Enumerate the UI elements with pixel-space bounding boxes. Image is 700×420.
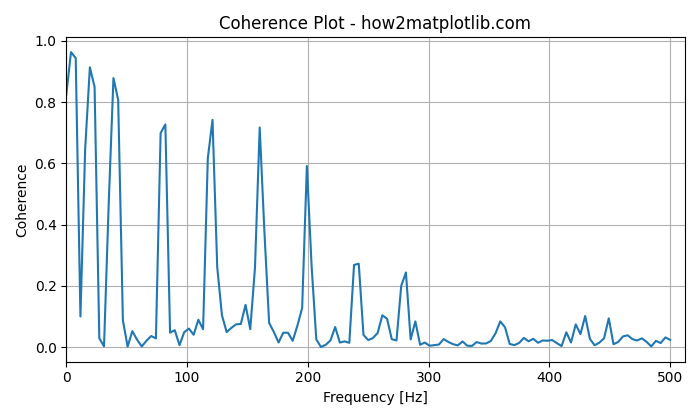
X-axis label: Frequency [Hz]: Frequency [Hz] <box>323 391 428 405</box>
Title: Coherence Plot - how2matplotlib.com: Coherence Plot - how2matplotlib.com <box>219 15 531 33</box>
Y-axis label: Coherence: Coherence <box>15 163 29 237</box>
